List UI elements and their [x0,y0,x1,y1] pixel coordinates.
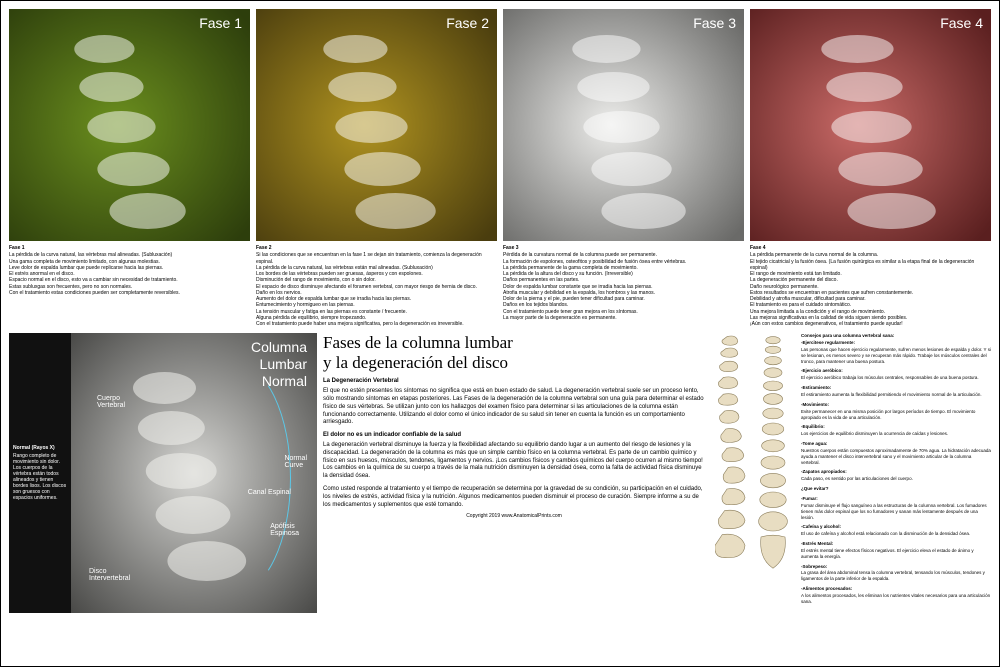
phase-3-text: Fase 3Pérdida de la curvatura normal de … [503,245,744,321]
tip-2: -Estiramiento:El estiramiento aumenta la… [801,385,991,398]
tip-1: -Ejercicio aeróbico:El ejercicio aeróbic… [801,368,991,381]
label-apofisis: ApófisisEspinosa [270,523,299,537]
tip-11: -Sobrepeso:La grasa del área abdominal t… [801,564,991,583]
phase-2: Fase 2 Fase 2Si las condiciones que se e… [256,9,497,327]
main-text-column: Fases de la columna lumbary la degenerac… [323,333,705,613]
phase-2-label: Fase 2 [446,15,489,31]
spine-anterior-icon [755,333,791,573]
phase-4-text: Fase 4La pérdida permanente de la curva … [750,245,991,327]
tip-6: -Zapatos apropiados:Cada paso, es sentid… [801,469,991,482]
spine-illustrations [713,333,793,613]
normal-xray-image: ColumnaLumbarNormal CuerpoVertebral Norm… [71,333,317,613]
phase-2-text: Fase 2Si las condiciones que se encuentr… [256,245,497,327]
label-cuerpo: CuerpoVertebral [97,395,125,409]
phase-1-xray: Fase 1 [9,9,250,241]
tip-10: -Estrés Mental:El estrés mental tiene ef… [801,541,991,560]
phase-4-xray: Fase 4 [750,9,991,241]
tip-8: -Fumar:Fumar disminuye el flujo sanguíne… [801,496,991,520]
tips-column: Consejos para una columna vertebral sana… [801,333,991,613]
phase-4: Fase 4 Fase 4La pérdida permanente de la… [750,9,991,327]
tip-3: -Movimiento:Evite permanecer en una mism… [801,402,991,421]
main-content: Fases de la columna lumbary la degenerac… [323,333,991,613]
phase-1-text: Fase 1La pérdida de la curva natural, la… [9,245,250,296]
spine-lateral-icon [715,333,751,573]
phase-3-label: Fase 3 [693,15,736,31]
tip-4: -Equilibrio:Los ejercicios de equilibrio… [801,424,991,437]
phase-1: Fase 1 Fase 1La pérdida de la curva natu… [9,9,250,327]
phase-3-xray: Fase 3 [503,9,744,241]
label-canal: Canal Espinal [248,489,291,496]
bottom-row: Normal (Rayos X) Rango completo de movim… [9,333,991,613]
phase-3: Fase 3 Fase 3Pérdida de la curvatura nor… [503,9,744,327]
phase-4-label: Fase 4 [940,15,983,31]
phase-2-xray: Fase 2 [256,9,497,241]
normal-lumbar-panel: Normal (Rayos X) Rango completo de movim… [9,333,317,613]
label-curve: NormalCurve [284,455,307,469]
normal-side-text: Normal (Rayos X) Rango completo de movim… [9,333,71,613]
phase-1-label: Fase 1 [199,15,242,31]
tip-7: ¿Que evitar? [801,486,991,492]
main-title: Fases de la columna lumbary la degenerac… [323,333,705,372]
phases-row: Fase 1 Fase 1La pérdida de la curva natu… [9,9,991,327]
tip-5: -Tome agua:Nuestros cuerpos están compue… [801,441,991,465]
tip-9: -Cafeína y alcohol:El uso de cafeína y a… [801,524,991,537]
tip-12: -Alimentos procesados:A los alimentos pr… [801,586,991,605]
tip-0: -Ejercitese regularmente:Las personas qu… [801,340,991,364]
copyright: Copyright 2019 www.AnatomicalPrints.com [323,513,705,520]
label-disco: DiscoIntervertebral [89,568,130,582]
